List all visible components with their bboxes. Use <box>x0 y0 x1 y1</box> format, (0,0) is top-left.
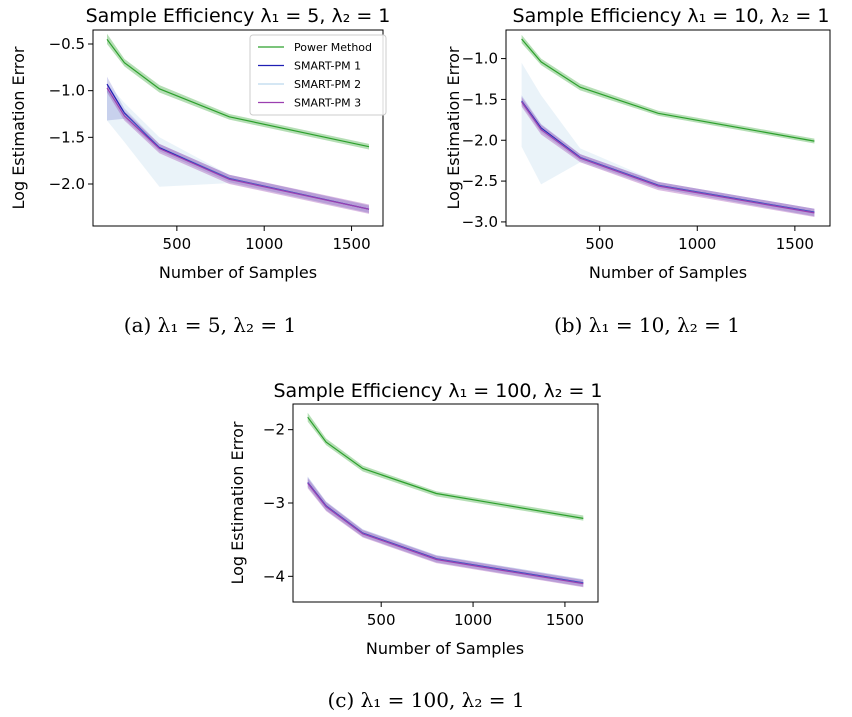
y-tick-label: −2 <box>263 421 285 439</box>
plot-frame <box>505 29 831 227</box>
point-pm1 <box>106 84 107 85</box>
y-tick-label: −1.0 <box>49 82 85 100</box>
point-pm2 <box>159 146 160 147</box>
y-tick-label: −0.5 <box>49 35 85 53</box>
chart-1: 500 1000 1500 −0.5 −1.0 −1.5 −2.0 Sample Effici… <box>9 5 390 337</box>
y-tick-label: −3.0 <box>462 213 498 231</box>
y-axis-label: Log Estimation Error <box>444 46 463 209</box>
figure-caption: (c) λ₁ = 100, λ₂ = 1 <box>327 688 524 712</box>
point-power <box>658 113 659 114</box>
chart-3: 500 1000 1500 −2 −3 −4 Sample Efficiency λ₁ = … <box>228 380 603 712</box>
legend-label-pm2: SMART-PM 2 <box>294 78 361 91</box>
x-tick-label: 1000 <box>245 235 283 253</box>
chart-title: Sample Efficiency λ₁ = 10, λ₂ = 1 <box>513 5 830 27</box>
y-tick-label: −2.0 <box>49 175 85 193</box>
band-pm1 <box>107 76 369 213</box>
point-power <box>368 146 369 147</box>
band-power <box>307 412 584 521</box>
figure-caption: (a) λ₁ = 5, λ₂ = 1 <box>124 313 296 337</box>
line-power <box>307 416 584 519</box>
line-power <box>106 38 370 148</box>
x-tick-label: 500 <box>585 235 614 253</box>
point-pm3 <box>124 115 125 116</box>
point-power <box>362 468 363 469</box>
x-tick-label: 1000 <box>678 235 716 253</box>
line-pm3 <box>106 87 370 210</box>
band-power <box>521 34 815 144</box>
legend-label-pm3: SMART-PM 3 <box>294 97 361 110</box>
plot-frame <box>92 29 384 227</box>
point-pm3 <box>521 101 522 102</box>
point-power <box>307 417 308 418</box>
x-axis-label: Number of Samples <box>589 263 747 282</box>
band-pm2 <box>107 83 369 213</box>
y-tick-label: −3 <box>263 494 285 512</box>
x-tick-label: 500 <box>163 235 192 253</box>
y-axis-label: Log Estimation Error <box>228 421 247 584</box>
x-tick-label: 1500 <box>332 235 370 253</box>
point-pm3 <box>658 185 659 186</box>
y-tick-label: −1.0 <box>462 50 498 68</box>
point-power <box>124 62 125 63</box>
point-power <box>580 87 581 88</box>
point-pm3 <box>229 179 230 180</box>
line-pm3 <box>521 101 815 214</box>
legend: Power Method SMART-PM 1 SMART-PM 2 SMART-PM… <box>249 34 387 116</box>
point-pm3 <box>326 506 327 507</box>
point-power <box>521 38 522 39</box>
band-pm1 <box>521 95 815 217</box>
chart-2: 500 1000 1500 −1.0 −1.5 −2.0 −2.5 −3.0 Sample Ef… <box>444 5 831 337</box>
point-pm3 <box>159 148 160 149</box>
band-pm2 <box>307 476 584 587</box>
chart-title: Sample Efficiency λ₁ = 5, λ₂ = 1 <box>86 5 391 27</box>
y-tick-label: −2.5 <box>462 172 498 190</box>
x-axis-label: Number of Samples <box>366 639 524 658</box>
y-tick-label: −1.5 <box>49 128 85 146</box>
x-axis-label: Number of Samples <box>159 263 317 282</box>
point-power <box>541 61 542 62</box>
point-pm2 <box>106 90 107 91</box>
x-tick-label: 1000 <box>454 611 492 629</box>
band-pm2 <box>521 62 815 217</box>
point-pm3 <box>368 209 369 210</box>
x-tick-label: 1500 <box>776 235 814 253</box>
x-tick-label: 500 <box>367 611 396 629</box>
point-pm3 <box>436 559 437 560</box>
point-pm3 <box>583 583 584 584</box>
point-power <box>583 518 584 519</box>
point-pm3 <box>106 87 107 88</box>
legend-box <box>249 34 387 116</box>
chart-title: Sample Efficiency λ₁ = 100, λ₂ = 1 <box>274 380 603 402</box>
y-axis-label: Log Estimation Error <box>9 46 28 209</box>
band-pm1 <box>307 476 584 587</box>
point-power <box>436 493 437 494</box>
point-pm3 <box>580 158 581 159</box>
figure-caption: (b) λ₁ = 10, λ₂ = 1 <box>554 313 740 337</box>
point-pm3 <box>541 129 542 130</box>
point-power <box>106 39 107 40</box>
band-power <box>107 33 369 150</box>
line-power <box>521 38 815 142</box>
point-power <box>326 442 327 443</box>
legend-label-power: Power Method <box>294 41 372 54</box>
x-tick-label: 1500 <box>546 611 584 629</box>
legend-label-pm1: SMART-PM 1 <box>294 60 361 73</box>
point-power <box>159 88 160 89</box>
point-power <box>229 116 230 117</box>
point-pm3 <box>362 533 363 534</box>
point-power <box>814 141 815 142</box>
point-pm3 <box>307 483 308 484</box>
y-tick-label: −4 <box>263 567 285 585</box>
plot-frame <box>292 403 599 603</box>
y-tick-label: −2.0 <box>462 131 498 149</box>
y-tick-label: −1.5 <box>462 90 498 108</box>
point-pm3 <box>814 212 815 213</box>
line-pm3 <box>307 482 584 585</box>
